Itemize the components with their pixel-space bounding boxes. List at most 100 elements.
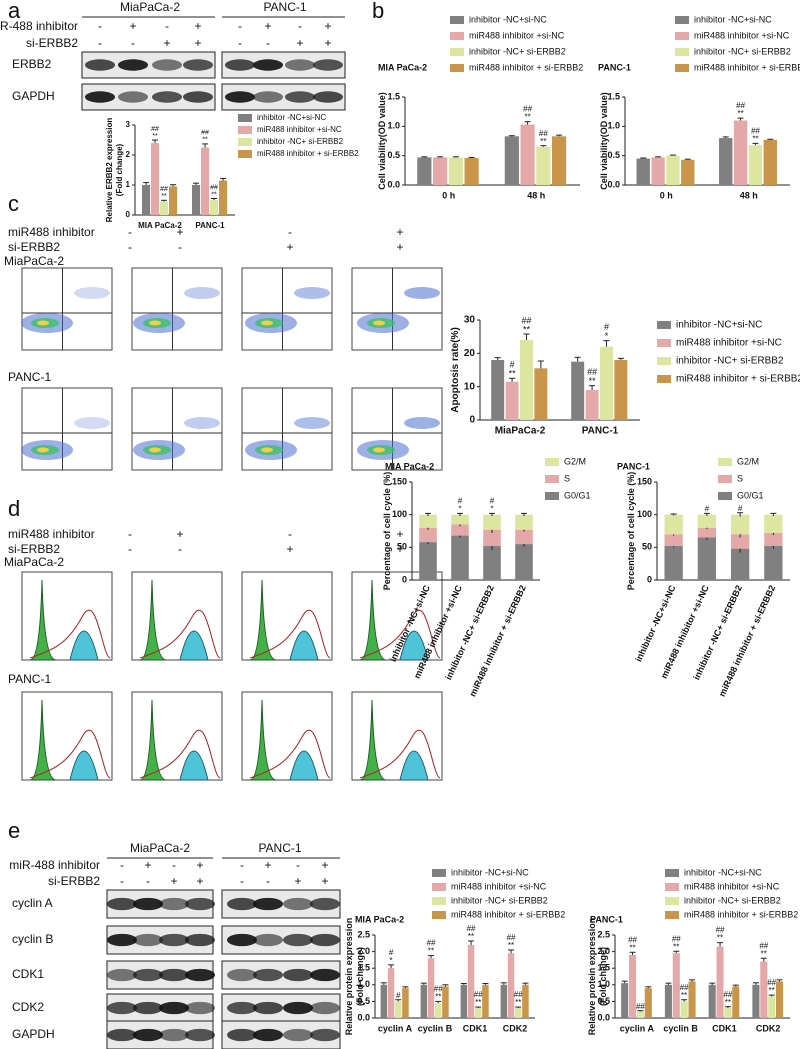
dot-plot-frame — [131, 267, 223, 351]
bar — [435, 1003, 442, 1018]
histogram-peak — [249, 699, 277, 781]
blot-band — [107, 1028, 137, 1042]
y-tick-label: 50 — [397, 542, 407, 552]
condition-sign: + — [324, 19, 331, 33]
y-tick-label: 0 — [402, 574, 407, 584]
significance-mark: ## — [680, 983, 689, 992]
y-tick-label: 1.5 — [357, 963, 370, 973]
significance-mark: ## — [716, 926, 725, 935]
condition-sign: + — [194, 19, 201, 33]
legend-label: S — [564, 473, 570, 483]
bar — [520, 340, 533, 420]
significance-mark: # — [738, 504, 743, 513]
legend-label: inhibitor -NC+ si-ERBB2 — [694, 46, 791, 56]
bar — [402, 988, 409, 1018]
bar — [552, 136, 567, 185]
y-axis-label-line: Apoptosis rate(%) — [450, 327, 461, 413]
bar — [448, 157, 463, 185]
y-axis-label: Relative protein expression(Fold change) — [587, 918, 608, 1036]
condition-label: si-ERBB2 — [48, 874, 100, 888]
y-axis-label: Cell viability(OD value) — [599, 92, 609, 190]
blot-band — [185, 1028, 215, 1042]
blot-band — [133, 1001, 163, 1015]
condition-sign: - — [131, 36, 135, 50]
protein-label: CDK2 — [12, 1000, 44, 1014]
blot-band — [253, 933, 283, 947]
y-axis-label: Percentage of cell cycle (%) — [382, 472, 392, 591]
legend-swatch — [665, 897, 679, 905]
significance-mark: ## — [521, 315, 531, 325]
blot-band — [253, 59, 283, 71]
bar — [716, 946, 724, 1018]
legend-label: G0/G1 — [564, 490, 591, 500]
bar-segment — [730, 534, 750, 549]
y-tick-label: 1.0 — [607, 121, 620, 131]
y-tick-label: 1.0 — [597, 979, 610, 989]
legend-label: miR488 inhibitor +si-NC — [451, 881, 547, 891]
dot-plot-frame — [21, 267, 113, 351]
legend-swatch — [432, 897, 446, 905]
y-tick-label: 30 — [464, 315, 476, 326]
legend-label: inhibitor -NC+si-NC — [684, 867, 762, 877]
significance-mark: ** — [475, 998, 481, 1007]
bar — [680, 1001, 688, 1018]
bar — [520, 124, 535, 185]
y-tick-label: 1.0 — [387, 121, 400, 131]
blot-band — [283, 897, 313, 911]
condition-sign: + — [396, 542, 403, 556]
bar — [688, 981, 696, 1018]
bar — [681, 159, 695, 185]
histogram-peak — [249, 579, 277, 661]
y-tick-label: 0.0 — [597, 1012, 610, 1022]
significance-mark: ## — [723, 990, 732, 999]
condition-sign: - — [296, 858, 300, 872]
bar — [534, 368, 548, 420]
significance-mark: ** — [717, 934, 723, 943]
bar — [666, 155, 680, 185]
bar — [507, 953, 515, 1018]
significance-mark: ## — [523, 105, 532, 114]
significance-mark: ## — [467, 924, 476, 933]
significance-mark: ** — [737, 109, 743, 118]
dot-cloud — [404, 417, 440, 429]
legend-label: G2/M — [564, 456, 586, 466]
legend-label: miR488 inhibitor +si-NC — [694, 30, 790, 40]
bar — [504, 136, 519, 185]
condition-sign: + — [196, 874, 203, 888]
dot-cloud — [149, 447, 161, 453]
histogram-peak — [289, 630, 319, 661]
bar-segment — [697, 527, 717, 538]
condition-sign: - — [165, 19, 169, 33]
legend-label: inhibitor -NC+ si-ERBB2 — [676, 356, 784, 367]
bar — [420, 984, 428, 1018]
significance-mark: ## — [160, 186, 168, 193]
bar — [636, 158, 650, 185]
blot-band — [107, 897, 137, 911]
legend-swatch — [718, 475, 732, 483]
dot-cloud — [373, 447, 385, 453]
bar-segment — [515, 544, 533, 580]
bar — [192, 185, 201, 215]
cell-line-header: MiaPaCa-2 — [130, 841, 190, 855]
blot-band — [310, 1028, 340, 1042]
condition-sign: - — [238, 19, 242, 33]
y-tick-label: 0 — [126, 210, 131, 219]
significance-mark: ** — [725, 998, 731, 1007]
condition-label: miR-488 inhibitor — [0, 19, 78, 33]
y-tick-label: 0.5 — [387, 150, 400, 160]
significance-mark: ## — [434, 985, 443, 994]
y-tick-label: 150 — [637, 476, 652, 486]
blot-band — [253, 1001, 283, 1015]
significance-mark: # — [705, 504, 710, 513]
x-tick-label: MiaPaCa-2 — [495, 426, 546, 437]
condition-sign: + — [396, 225, 403, 239]
blot-band — [107, 968, 137, 982]
legend-swatch — [665, 869, 679, 877]
condition-sign: - — [178, 240, 182, 254]
histogram-frame — [21, 571, 113, 661]
legend-label: inhibitor -NC+si-NC — [451, 867, 529, 877]
protein-label: cyclin B — [12, 932, 53, 946]
legend-swatch — [657, 375, 671, 383]
condition-sign: - — [298, 19, 302, 33]
significance-mark: ** — [673, 942, 679, 951]
